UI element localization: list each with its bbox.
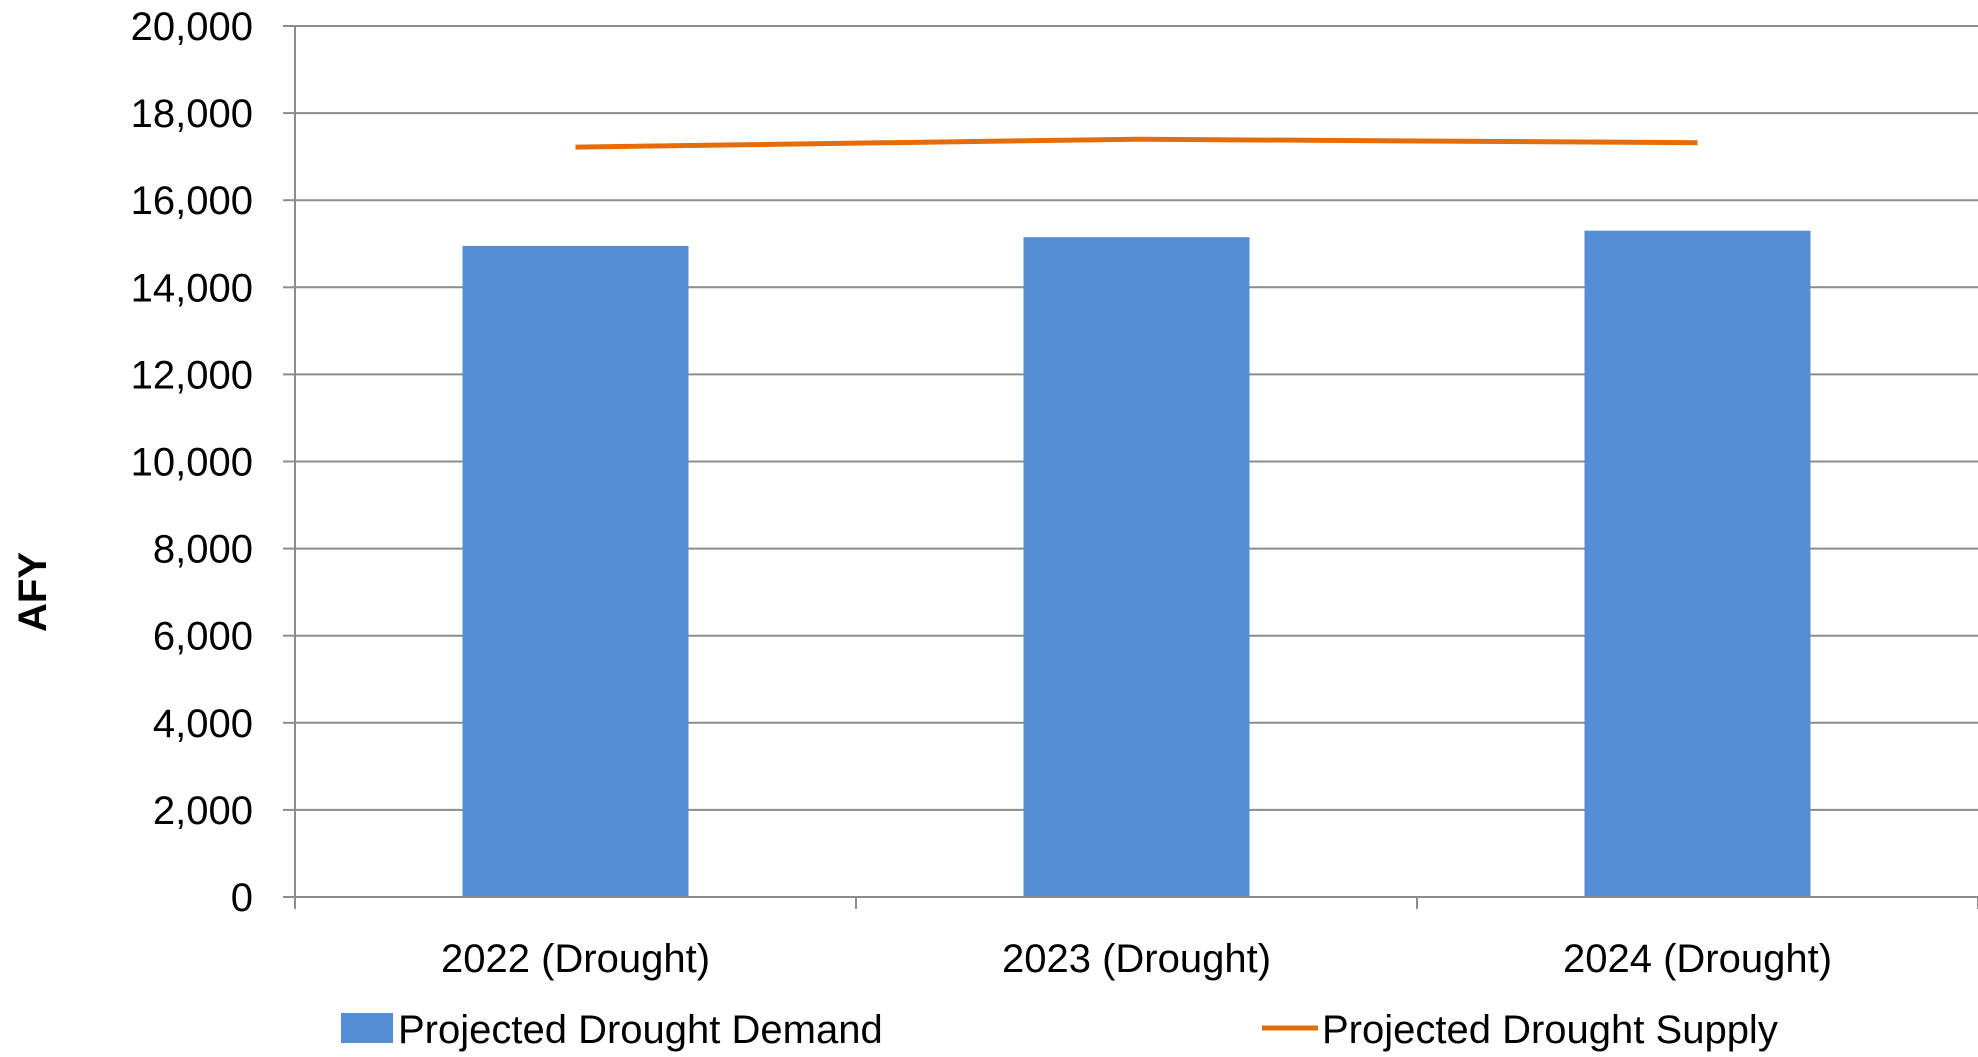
- y-axis-title: AFY: [11, 552, 55, 632]
- axis-layer: 0 2,000 4,000 6,000 8,000 10,000 12,000 14,000 1…: [131, 5, 1978, 981]
- y-tick-label: 8,000: [153, 528, 253, 572]
- bar: [1023, 237, 1250, 897]
- x-tick-label: 2023 (Drought): [1002, 937, 1271, 981]
- x-tick-label: 2022 (Drought): [441, 937, 710, 981]
- legend-swatch-bar: [341, 1013, 393, 1043]
- y-tick-label: 6,000: [153, 615, 253, 659]
- y-tick-label: 4,000: [153, 702, 253, 746]
- y-tick-label: 18,000: [131, 92, 253, 136]
- y-tick-label: 2,000: [153, 789, 253, 833]
- y-tick-label: 20,000: [131, 5, 253, 49]
- legend-label: Projected Drought Supply: [1322, 1008, 1778, 1052]
- y-tick-label: 16,000: [131, 179, 253, 223]
- y-tick-label: 12,000: [131, 353, 253, 397]
- bar: [462, 245, 689, 898]
- y-tick-label: 10,000: [131, 441, 253, 485]
- y-tick-label: 0: [231, 876, 253, 920]
- y-tick-label: 14,000: [131, 266, 253, 310]
- legend: Projected Drought Demand Projected Drough…: [341, 1008, 1778, 1052]
- bar-layer: [462, 230, 1811, 898]
- bar: [1584, 230, 1811, 897]
- line-layer: [575, 136, 1698, 150]
- legend-label: Projected Drought Demand: [398, 1008, 883, 1052]
- series-line: [575, 136, 1698, 150]
- x-tick-label: 2024 (Drought): [1563, 937, 1832, 981]
